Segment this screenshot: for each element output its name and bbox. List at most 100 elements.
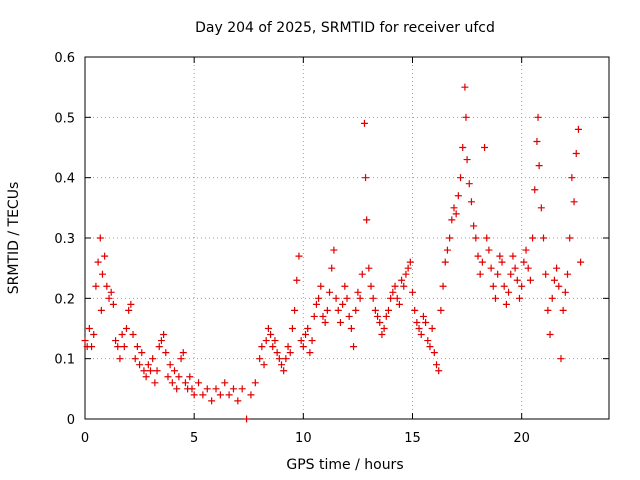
data-point	[164, 373, 172, 381]
data-point	[260, 361, 268, 369]
data-point	[162, 349, 170, 357]
data-point	[568, 174, 576, 182]
data-point	[387, 294, 395, 302]
data-point	[131, 355, 139, 363]
data-point	[461, 83, 469, 91]
data-point	[550, 276, 558, 284]
data-point	[188, 385, 196, 393]
data-point	[391, 282, 399, 290]
data-point	[179, 349, 187, 357]
data-point	[555, 282, 563, 290]
data-point	[190, 391, 198, 399]
data-point	[526, 276, 534, 284]
data-point	[369, 294, 377, 302]
data-point	[92, 282, 100, 290]
data-point	[559, 306, 567, 314]
data-point	[186, 373, 194, 381]
data-point	[282, 355, 290, 363]
data-point	[352, 306, 360, 314]
data-point	[103, 282, 111, 290]
data-point	[293, 276, 301, 284]
data-point	[278, 361, 285, 369]
data-point	[518, 282, 526, 290]
data-point	[409, 288, 416, 296]
data-point	[546, 331, 554, 339]
data-point	[138, 349, 146, 357]
data-point	[153, 367, 161, 375]
y-tick-label: 0.1	[54, 353, 75, 368]
data-point	[574, 125, 582, 133]
data-point	[465, 180, 473, 188]
data-point	[446, 234, 454, 242]
data-point	[570, 198, 578, 206]
data-point	[291, 306, 299, 314]
data-point	[262, 337, 270, 345]
data-point	[509, 252, 517, 260]
data-point	[548, 294, 556, 302]
data-point	[243, 415, 251, 423]
data-point	[168, 379, 176, 387]
data-point	[85, 325, 93, 332]
data-point	[481, 144, 489, 151]
data-point	[98, 270, 106, 278]
data-point	[363, 216, 371, 224]
data-point	[483, 234, 491, 242]
data-points	[81, 83, 585, 423]
data-point	[415, 325, 423, 332]
data-point	[319, 312, 327, 320]
data-point	[280, 367, 288, 375]
data-point	[454, 192, 462, 200]
data-point	[216, 391, 224, 399]
data-point	[199, 391, 207, 399]
data-point	[374, 312, 382, 320]
data-point	[133, 343, 141, 351]
data-point	[487, 264, 495, 272]
data-point	[450, 204, 458, 212]
data-point	[247, 391, 255, 399]
data-point	[310, 312, 318, 320]
data-point	[315, 294, 323, 302]
data-point	[406, 258, 414, 266]
data-point	[299, 343, 307, 351]
data-point	[212, 385, 220, 393]
data-point	[304, 325, 312, 332]
data-point	[332, 294, 340, 302]
data-point	[347, 325, 355, 332]
data-point	[470, 222, 478, 230]
data-point	[426, 343, 434, 351]
data-point	[173, 385, 181, 393]
y-tick-label: 0.6	[54, 51, 75, 66]
data-point	[181, 379, 189, 387]
data-point	[384, 306, 392, 314]
data-point	[118, 331, 126, 339]
data-point	[577, 258, 585, 266]
data-point	[376, 318, 384, 326]
data-point	[258, 343, 266, 351]
data-point	[459, 144, 467, 151]
data-point	[507, 270, 515, 278]
data-point	[107, 288, 115, 296]
y-tick-label: 0.5	[54, 111, 75, 126]
x-tick-label: 10	[295, 431, 312, 446]
axis-ticks: 0 0.1 0.2 0.3 0.4 0.5 0.6 0 5 10 15 20	[54, 51, 609, 446]
data-point	[395, 300, 403, 308]
data-point	[413, 318, 421, 326]
data-point	[494, 270, 502, 278]
data-point	[511, 264, 519, 272]
data-point	[208, 397, 216, 405]
data-point	[439, 282, 447, 290]
data-point	[524, 264, 532, 272]
data-point	[94, 258, 102, 266]
x-tick-label: 20	[513, 431, 530, 446]
y-axis-label: SRMTID / TECUs	[6, 182, 22, 295]
data-point	[175, 373, 183, 381]
data-point	[419, 312, 427, 320]
data-point	[317, 282, 325, 290]
data-point	[251, 379, 259, 387]
data-point	[404, 264, 412, 272]
data-point	[520, 258, 528, 266]
data-point	[142, 373, 150, 381]
data-point	[149, 355, 157, 363]
data-point	[489, 282, 497, 290]
data-point	[275, 355, 283, 363]
